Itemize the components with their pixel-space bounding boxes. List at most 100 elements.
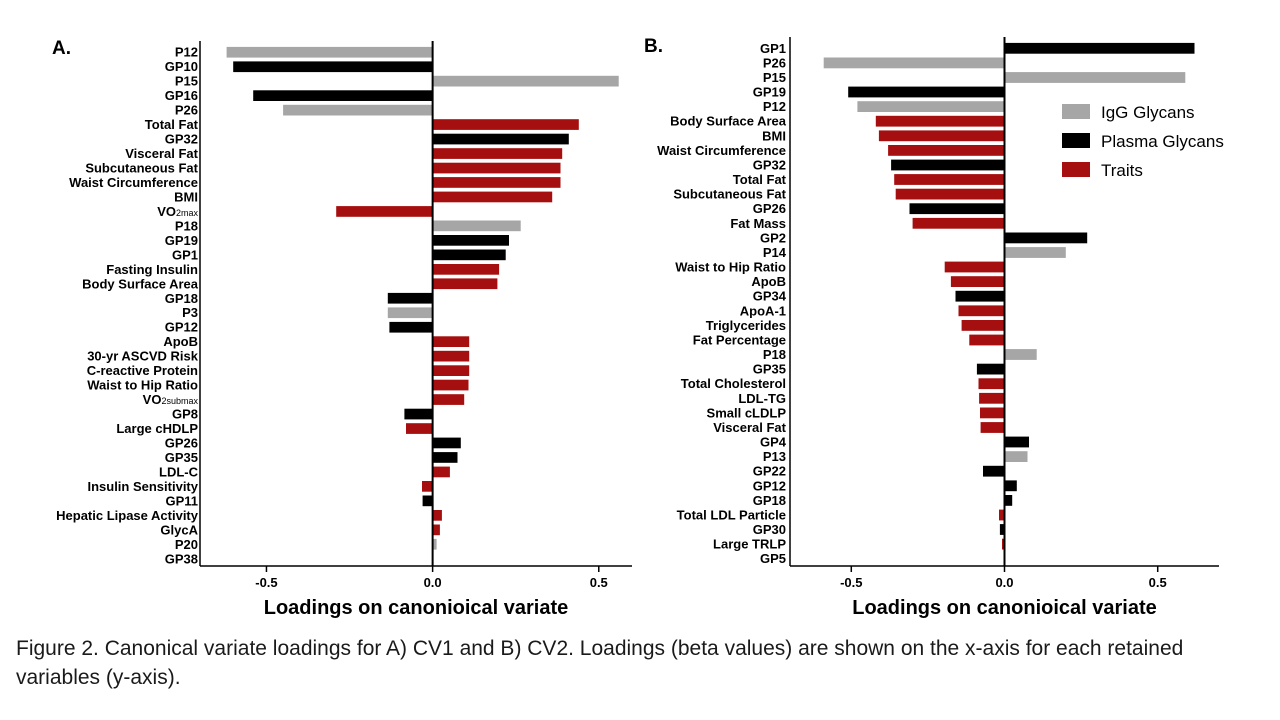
category-label: GP12 [165, 320, 198, 335]
category-label: GP16 [165, 88, 198, 103]
bar-gp35 [976, 363, 1005, 375]
category-label: GP26 [753, 201, 786, 216]
bar-bmi [878, 130, 1005, 142]
bar-small-cldlp [980, 407, 1005, 419]
legend-label: Traits [1101, 161, 1143, 180]
category-label: Large cHDLP [116, 421, 198, 436]
bar-gp12 [1004, 480, 1017, 492]
bar-insulin-sensitivity [422, 481, 433, 492]
bar-glyca [432, 524, 440, 536]
category-label: GP4 [760, 435, 787, 450]
category-label: Insulin Sensitivity [87, 479, 198, 494]
category-label: Small cLDLP [707, 405, 787, 420]
category-label: Waist to Hip Ratio [675, 260, 786, 275]
category-label: 30-yr ASCVD Risk [87, 349, 199, 364]
bar-gp26 [909, 203, 1005, 215]
x-tick-label: 0.5 [590, 575, 608, 590]
category-label: P18 [763, 347, 786, 362]
bar-visceral-fat [432, 148, 563, 159]
bar-p3 [387, 307, 433, 319]
category-label: GP19 [165, 233, 198, 248]
category-label: Fasting Insulin [106, 262, 198, 277]
panel-label: B. [644, 36, 663, 57]
bar-gp32 [891, 159, 1005, 171]
category-label: GP18 [753, 493, 786, 508]
category-label: BMI [174, 190, 198, 205]
bar-p18 [1004, 349, 1037, 360]
bar-gp16 [253, 90, 433, 101]
bar-gp26 [432, 437, 461, 449]
legend-label: Plasma Glycans [1101, 132, 1224, 151]
bar-gp12 [389, 321, 433, 333]
bar-p26 [823, 57, 1005, 69]
category-label: GP35 [165, 450, 198, 465]
bar-gp1 [432, 249, 506, 261]
bar-subcutaneous-fat [895, 188, 1005, 200]
bar-gp22 [983, 465, 1005, 477]
category-label: C-reactive Protein [87, 363, 198, 378]
bar-gp11 [422, 495, 433, 507]
bar-triglycerides [961, 320, 1005, 331]
category-label: Total Fat [145, 117, 199, 132]
category-label: GlycA [160, 522, 198, 537]
bar-p26 [283, 104, 433, 116]
x-axis-title: Loadings on canonioical variate [264, 597, 569, 619]
category-label: VO2max [157, 204, 198, 219]
bar-fat-mass [912, 217, 1005, 229]
bar-vo2submax [432, 394, 465, 405]
category-label: GP18 [165, 291, 198, 306]
category-label: GP5 [760, 551, 786, 566]
bar-p15 [1004, 72, 1186, 83]
category-label: P13 [763, 449, 786, 464]
category-label: GP10 [165, 59, 198, 74]
bar-vo2max [336, 206, 433, 217]
bar-body-surface-area [875, 115, 1005, 127]
bar-large-chdlp [406, 423, 433, 434]
x-tick-label: -0.5 [255, 575, 277, 590]
bar-fasting-insulin [432, 264, 500, 275]
bar-gp4 [1004, 436, 1029, 448]
bar-hepatic-lipase-activity [432, 510, 442, 521]
bar-p12 [226, 46, 433, 58]
category-label: Fat Mass [730, 216, 786, 231]
category-label: GP1 [172, 247, 198, 262]
bar-apob [432, 336, 470, 347]
category-label: P12 [175, 45, 198, 60]
bar-gp30 [999, 524, 1005, 535]
category-label: P12 [763, 99, 786, 114]
bar-p14 [1004, 247, 1066, 258]
bar-apoa-1 [958, 305, 1005, 317]
bar-apob [950, 276, 1005, 287]
category-label: Waist to Hip Ratio [87, 378, 198, 393]
category-label: GP19 [753, 85, 786, 100]
bar-waist-to-hip-ratio [432, 379, 469, 391]
bar-p15 [432, 75, 619, 87]
bar-fat-percentage [969, 334, 1005, 346]
category-label: LDL-TG [738, 391, 786, 406]
category-label: Total Cholesterol [681, 376, 786, 391]
legend-swatch [1062, 133, 1090, 148]
category-label: GP1 [760, 41, 786, 56]
category-label: GP34 [753, 289, 787, 304]
category-label: Visceral Fat [125, 146, 198, 161]
bar-30-yr-ascvd-risk [432, 350, 470, 362]
category-label: GP12 [753, 478, 786, 493]
category-label: P18 [175, 218, 198, 233]
legend-swatch [1062, 104, 1090, 119]
bar-bmi [432, 191, 553, 203]
bar-waist-to-hip-ratio [944, 261, 1005, 273]
category-label: Total LDL Particle [677, 508, 786, 523]
category-label: P26 [175, 103, 198, 118]
bar-gp18 [1004, 495, 1013, 506]
category-label: Body Surface Area [82, 276, 199, 291]
category-label: P15 [175, 74, 198, 89]
bar-visceral-fat [980, 422, 1005, 433]
category-label: Fat Percentage [693, 333, 786, 348]
bar-gp19 [848, 86, 1005, 98]
category-label: GP2 [760, 230, 786, 245]
bar-p12 [857, 101, 1005, 112]
bar-body-surface-area [432, 278, 498, 290]
bar-large-trlp [1002, 538, 1005, 550]
category-label: P26 [763, 55, 786, 70]
category-label: P15 [763, 70, 786, 85]
